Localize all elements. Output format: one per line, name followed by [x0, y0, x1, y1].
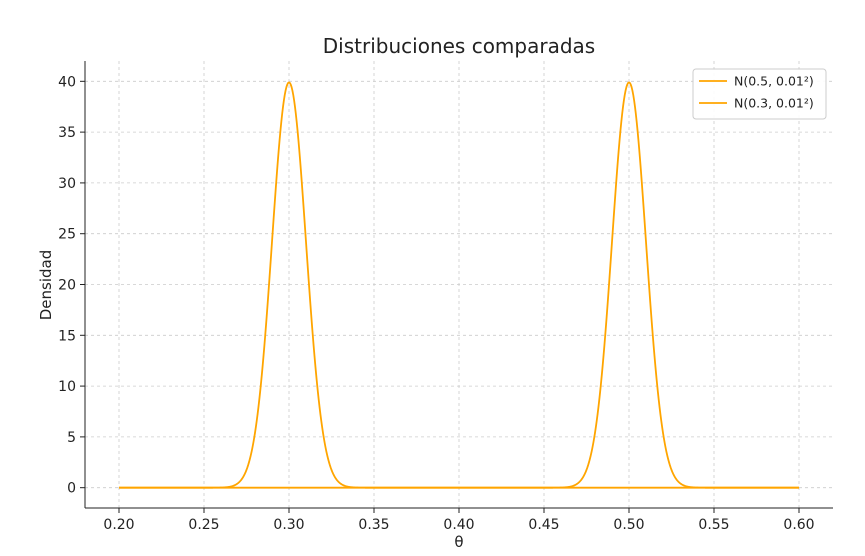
legend-label-1: N(0.3, 0.01²): [734, 96, 814, 111]
y-tick-label-1: 5: [67, 430, 76, 446]
x-tick-label-3: 0.35: [358, 517, 389, 533]
series-group: [118, 81, 800, 489]
y-tick-label-0: 0: [67, 481, 76, 497]
x-tick-label-0: 0.20: [103, 517, 134, 533]
chart-title: Distribuciones comparadas: [323, 34, 595, 58]
y-tick-label-6: 30: [58, 176, 76, 192]
y-tick-label-3: 15: [58, 328, 76, 344]
grid: [85, 61, 833, 508]
y-tick-label-4: 20: [58, 278, 76, 294]
x-axis-label: θ: [454, 533, 463, 551]
y-tick-label-7: 35: [58, 125, 76, 141]
y-tick-label-2: 10: [58, 379, 76, 395]
x-axis-ticks: 0.20 0.25 0.30 0.35 0.40 0.45 0.50 0.55 0.60: [103, 508, 815, 533]
x-tick-label-6: 0.50: [613, 517, 644, 533]
y-axis-label: Densidad: [37, 250, 55, 321]
legend-label-0: N(0.5, 0.01²): [734, 74, 814, 89]
x-tick-label-1: 0.25: [188, 517, 219, 533]
series-line-1: [118, 81, 800, 489]
y-tick-label-8: 40: [58, 74, 76, 90]
y-axis-ticks: 0 5 10 15 20 25 30 35 40: [58, 74, 85, 497]
x-tick-label-5: 0.45: [528, 517, 559, 533]
x-tick-label-7: 0.55: [698, 517, 729, 533]
y-tick-label-5: 25: [58, 227, 76, 243]
legend: N(0.5, 0.01²) N(0.3, 0.01²): [692, 68, 827, 120]
x-tick-label-2: 0.30: [273, 517, 304, 533]
x-tick-label-4: 0.40: [443, 517, 474, 533]
x-tick-label-8: 0.60: [783, 517, 814, 533]
